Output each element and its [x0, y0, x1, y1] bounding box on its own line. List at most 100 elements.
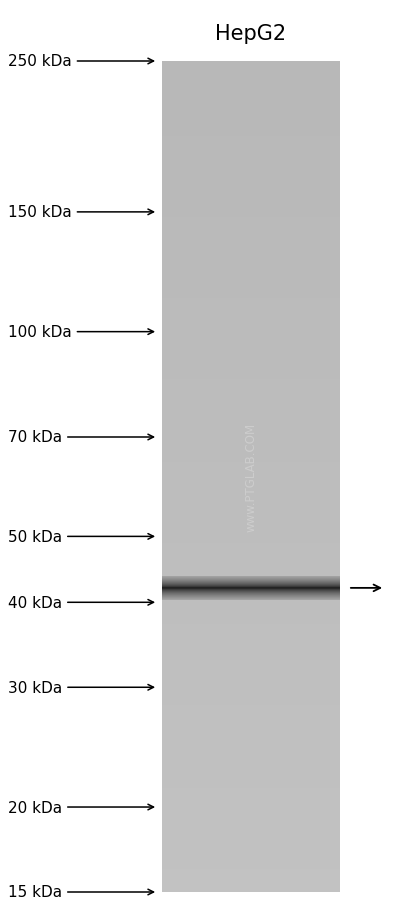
- Bar: [162, 678, 340, 681]
- Bar: [162, 538, 340, 539]
- Bar: [162, 155, 340, 158]
- Bar: [162, 757, 340, 759]
- Bar: [162, 345, 340, 346]
- Bar: [162, 597, 340, 600]
- Bar: [162, 745, 340, 747]
- Bar: [162, 603, 340, 606]
- Bar: [162, 354, 340, 357]
- Bar: [162, 857, 340, 860]
- Bar: [162, 324, 340, 326]
- Bar: [162, 193, 340, 195]
- Bar: [162, 205, 340, 207]
- Bar: [162, 481, 340, 483]
- Bar: [162, 442, 340, 445]
- Bar: [162, 369, 340, 372]
- Bar: [162, 182, 340, 185]
- Bar: [162, 305, 340, 308]
- Bar: [162, 867, 340, 870]
- Bar: [162, 139, 340, 142]
- Bar: [162, 630, 340, 633]
- Bar: [162, 498, 340, 501]
- Bar: [162, 832, 340, 834]
- Bar: [162, 95, 340, 97]
- Bar: [162, 141, 340, 143]
- Bar: [162, 715, 340, 718]
- Text: 250 kDa: 250 kDa: [8, 54, 154, 69]
- Bar: [162, 541, 340, 544]
- Bar: [162, 425, 340, 428]
- Bar: [162, 552, 340, 554]
- Bar: [162, 583, 340, 585]
- Bar: [162, 332, 340, 335]
- Bar: [162, 531, 340, 533]
- Bar: [162, 104, 340, 106]
- Bar: [162, 566, 340, 569]
- Bar: [162, 452, 340, 455]
- Bar: [162, 122, 340, 124]
- Bar: [162, 525, 340, 528]
- Bar: [162, 336, 340, 338]
- Bar: [162, 771, 340, 774]
- Bar: [162, 637, 340, 640]
- Bar: [162, 739, 340, 741]
- Bar: [162, 367, 340, 370]
- Bar: [162, 888, 340, 890]
- Bar: [162, 311, 340, 314]
- Bar: [162, 469, 340, 471]
- Bar: [162, 667, 340, 670]
- Bar: [162, 865, 340, 868]
- Bar: [162, 814, 340, 815]
- Bar: [162, 288, 340, 290]
- Bar: [162, 511, 340, 512]
- Bar: [162, 436, 340, 438]
- Bar: [162, 118, 340, 121]
- Bar: [162, 616, 340, 619]
- Bar: [162, 560, 340, 563]
- Bar: [162, 446, 340, 448]
- Bar: [162, 99, 340, 102]
- Bar: [162, 238, 340, 241]
- Bar: [162, 170, 340, 172]
- Bar: [162, 244, 340, 247]
- Bar: [162, 533, 340, 536]
- Bar: [162, 255, 340, 257]
- Bar: [162, 776, 340, 778]
- Bar: [162, 796, 340, 799]
- Bar: [162, 653, 340, 656]
- Bar: [162, 390, 340, 392]
- Bar: [162, 308, 340, 311]
- Bar: [162, 471, 340, 474]
- Bar: [162, 249, 340, 252]
- Bar: [162, 69, 340, 70]
- Bar: [162, 417, 340, 419]
- Bar: [162, 626, 340, 629]
- Bar: [162, 591, 340, 594]
- Bar: [162, 195, 340, 198]
- Bar: [162, 444, 340, 446]
- Bar: [162, 855, 340, 857]
- Bar: [162, 410, 340, 413]
- Bar: [162, 618, 340, 621]
- Bar: [162, 220, 340, 222]
- Bar: [162, 881, 340, 884]
- Bar: [162, 230, 340, 233]
- Bar: [162, 492, 340, 494]
- Bar: [162, 614, 340, 616]
- Bar: [162, 543, 340, 546]
- Bar: [162, 809, 340, 812]
- Bar: [162, 635, 340, 637]
- Bar: [162, 774, 340, 777]
- Bar: [162, 184, 340, 187]
- Bar: [162, 321, 340, 324]
- Bar: [162, 734, 340, 737]
- Bar: [162, 859, 340, 861]
- Bar: [162, 282, 340, 284]
- Bar: [162, 437, 340, 440]
- Bar: [162, 712, 340, 714]
- Bar: [162, 819, 340, 822]
- Bar: [162, 504, 340, 507]
- Bar: [162, 297, 340, 299]
- Bar: [162, 664, 340, 667]
- Bar: [162, 844, 340, 847]
- Bar: [162, 391, 340, 394]
